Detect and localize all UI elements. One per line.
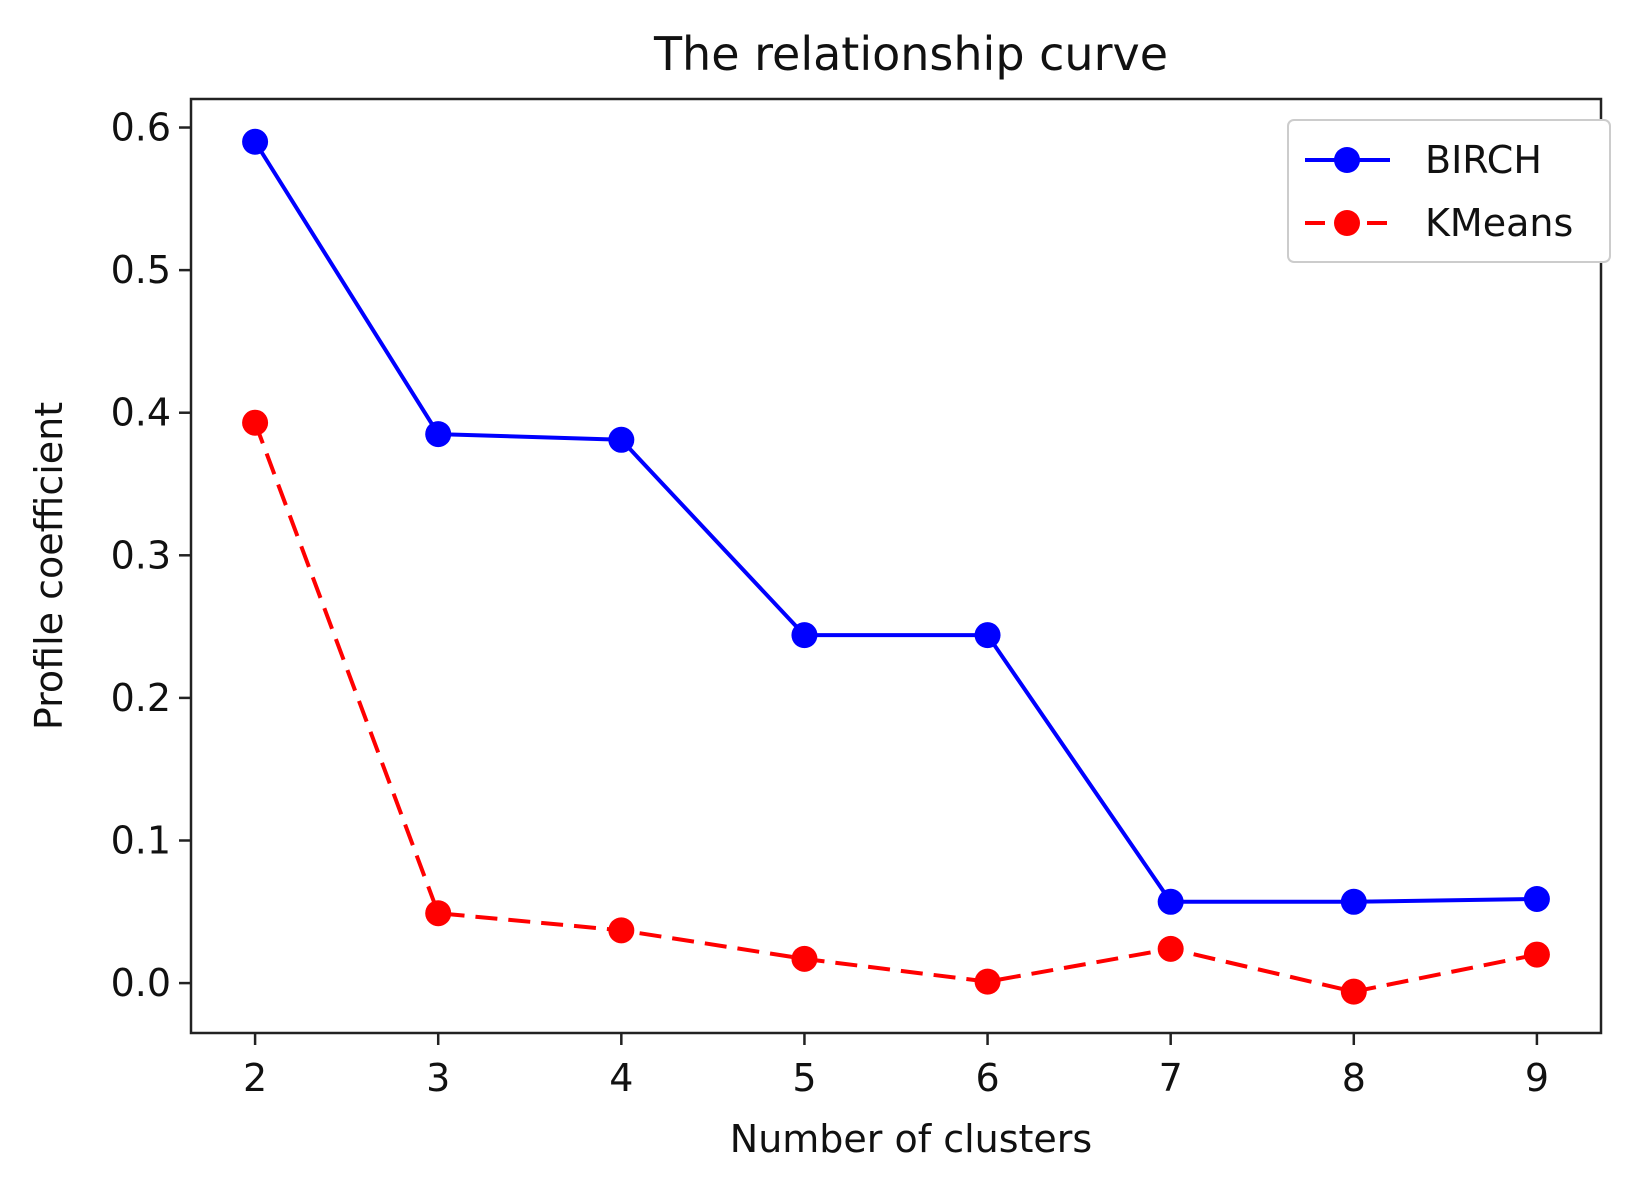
series-birch — [242, 128, 1550, 915]
legend-marker-birch — [1334, 147, 1360, 173]
x-tick-label: 3 — [426, 1056, 450, 1100]
series-kmeans — [242, 409, 1550, 1005]
y-tick-label: 0.4 — [111, 391, 171, 435]
y-tick-label: 0.5 — [111, 248, 171, 292]
y-tick-label: 0.6 — [111, 106, 171, 150]
series-line-kmeans — [253, 421, 1538, 994]
chart-title: The relationship curve — [653, 27, 1168, 81]
legend-item-kmeans: KMeans — [1305, 201, 1573, 245]
data-point-kmeans-2 — [242, 409, 269, 436]
data-point-birch-9 — [1523, 885, 1550, 912]
x-tick-label: 9 — [1525, 1056, 1549, 1100]
data-point-kmeans-5 — [791, 945, 818, 972]
data-point-kmeans-4 — [608, 917, 635, 944]
plot-area-frame — [189, 97, 1603, 1035]
series-layer — [242, 128, 1550, 1005]
data-point-birch-5 — [791, 622, 818, 649]
data-point-kmeans-6 — [974, 968, 1001, 995]
data-point-birch-3 — [425, 421, 452, 448]
x-tick-label: 5 — [792, 1056, 816, 1100]
y-tick-label: 0.0 — [111, 961, 171, 1005]
series-line-birch — [253, 140, 1537, 904]
data-point-kmeans-3 — [425, 900, 452, 927]
x-tick-label: 6 — [975, 1056, 999, 1100]
y-tick-label: 0.1 — [111, 818, 171, 862]
y-tick-label: 0.3 — [111, 533, 171, 577]
data-point-kmeans-7 — [1157, 935, 1184, 962]
y-tick-label: 0.2 — [111, 676, 171, 720]
legend-label-birch: BIRCH — [1425, 138, 1542, 182]
data-point-birch-4 — [608, 426, 635, 453]
data-point-birch-8 — [1340, 888, 1367, 915]
legend: BIRCH KMeans — [1287, 119, 1611, 263]
x-tick-label: 8 — [1342, 1056, 1366, 1100]
x-tick-label: 4 — [609, 1056, 633, 1100]
x-axis-label: Number of clusters — [730, 1117, 1092, 1161]
legend-label-kmeans: KMeans — [1425, 201, 1573, 245]
x-tick-label: 2 — [243, 1056, 267, 1100]
data-point-kmeans-8 — [1340, 978, 1367, 1005]
x-tick-label: 7 — [1159, 1056, 1183, 1100]
data-point-birch-6 — [974, 622, 1001, 649]
data-point-kmeans-9 — [1523, 941, 1550, 968]
legend-item-birch: BIRCH — [1305, 138, 1542, 182]
legend-box — [1287, 119, 1611, 263]
legend-marker-kmeans — [1334, 210, 1360, 236]
data-point-birch-2 — [242, 128, 269, 155]
data-point-birch-7 — [1157, 888, 1184, 915]
y-axis: 0.0 0.1 0.2 0.3 0.4 0.5 0.6 — [111, 106, 191, 1005]
y-axis-label: Profile coefficient — [27, 402, 71, 730]
x-axis: 2 3 4 5 6 7 8 9 — [243, 1033, 1549, 1100]
